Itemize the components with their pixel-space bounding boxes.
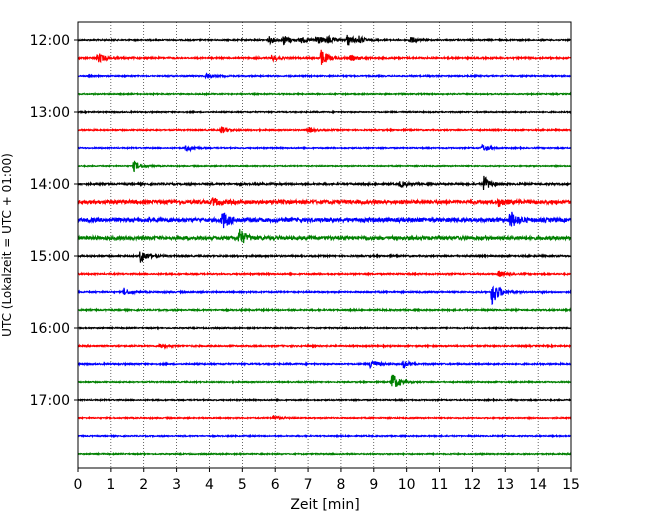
y-tick-label: 15:00	[30, 249, 70, 265]
x-tick-label: 15	[562, 477, 580, 493]
y-tick-label: 16:00	[30, 321, 70, 337]
x-tick-label: 6	[271, 477, 280, 493]
seismic-trace	[77, 251, 572, 263]
seismic-trace	[77, 126, 572, 134]
x-tick-label: 11	[431, 477, 449, 493]
seismic-trace	[77, 325, 572, 331]
x-axis: 0 1 2 3 4 5 6 7 8 9 10 11 12 13 14 15	[74, 468, 580, 493]
grid-layer	[110, 22, 539, 468]
seismic-trace	[77, 175, 572, 191]
seismic-trace	[77, 415, 572, 421]
x-axis-label: Zeit [min]	[290, 497, 359, 513]
seismic-trace	[77, 228, 572, 244]
y-tick-label: 12:00	[30, 33, 70, 49]
y-tick-label: 13:00	[30, 105, 70, 121]
x-tick-label: 4	[205, 477, 214, 493]
seismic-trace	[77, 374, 572, 387]
seismic-trace	[77, 197, 572, 208]
seismic-trace	[77, 34, 572, 46]
y-axis: 12:00 13:00 14:00 15:00 16:00 17:00	[30, 33, 78, 409]
y-tick-label: 17:00	[30, 393, 70, 409]
x-tick-label: 2	[139, 477, 148, 493]
x-tick-label: 0	[74, 477, 83, 493]
x-tick-label: 3	[172, 477, 181, 493]
x-tick-label: 5	[238, 477, 247, 493]
y-tick-label: 14:00	[30, 177, 70, 193]
seismic-trace	[77, 49, 572, 65]
seismic-trace	[77, 285, 572, 305]
seismic-trace	[77, 109, 572, 115]
x-tick-label: 7	[304, 477, 313, 493]
seismic-trace	[77, 359, 572, 370]
x-tick-label: 10	[398, 477, 416, 493]
seismic-trace	[77, 397, 572, 403]
seismic-trace	[77, 307, 572, 314]
x-tick-label: 9	[369, 477, 378, 493]
seismic-trace	[77, 451, 572, 457]
seismic-trace	[77, 143, 572, 153]
x-tick-label: 13	[496, 477, 514, 493]
y-axis-label: UTC (Lokalzeit = UTC + 01:00)	[0, 153, 14, 337]
seismic-trace	[77, 342, 572, 350]
seismic-trace	[77, 433, 572, 439]
plot-frame	[77, 21, 572, 469]
seismic-trace	[77, 160, 572, 173]
trace-layer	[77, 34, 572, 457]
x-tick-label: 1	[106, 477, 115, 493]
seismic-trace	[77, 72, 572, 80]
seismic-trace	[77, 270, 572, 278]
x-tick-label: 8	[336, 477, 345, 493]
x-tick-label: 12	[463, 477, 481, 493]
x-tick-label: 14	[529, 477, 547, 493]
seismic-trace	[77, 91, 572, 97]
seismic-trace	[77, 211, 572, 229]
